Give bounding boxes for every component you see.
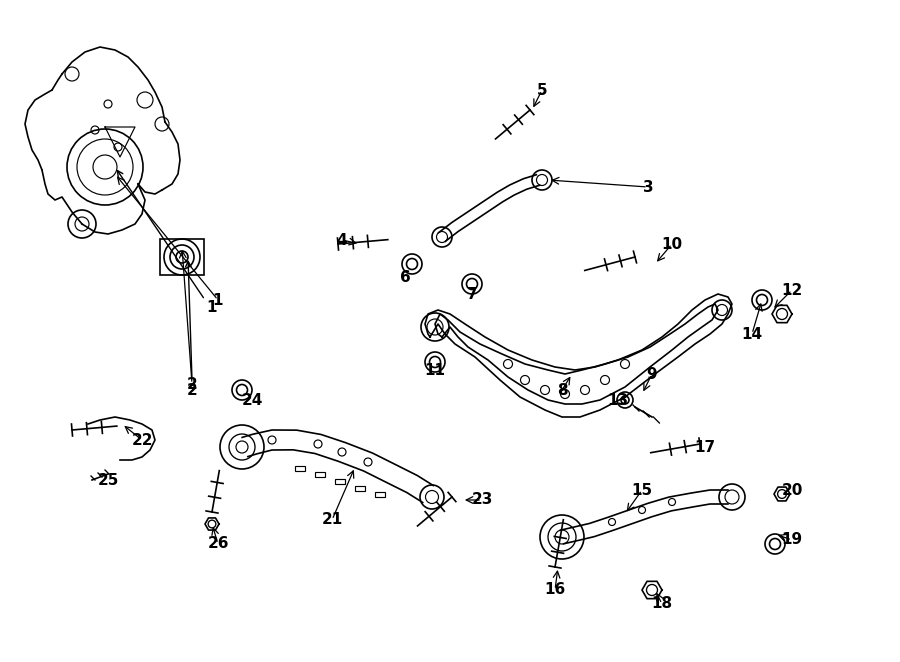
Text: 20: 20: [781, 483, 803, 498]
Text: 24: 24: [241, 393, 263, 408]
Bar: [335, 479, 345, 484]
Text: 2: 2: [186, 383, 197, 397]
Text: 17: 17: [695, 440, 716, 455]
Text: 18: 18: [652, 596, 672, 612]
Text: 25: 25: [97, 473, 119, 487]
Bar: [314, 472, 325, 477]
Text: 13: 13: [608, 393, 628, 408]
Bar: [355, 486, 365, 491]
Text: 3: 3: [643, 179, 653, 195]
Text: 15: 15: [632, 483, 652, 498]
Text: 7: 7: [467, 287, 477, 301]
Text: 1: 1: [212, 293, 223, 308]
Text: 6: 6: [400, 269, 410, 285]
Text: 12: 12: [781, 283, 803, 297]
Text: 26: 26: [207, 536, 229, 551]
Text: 5: 5: [536, 83, 547, 97]
Text: 11: 11: [425, 363, 446, 377]
Text: 1: 1: [207, 299, 217, 314]
Text: 14: 14: [742, 326, 762, 342]
Text: 8: 8: [557, 383, 567, 397]
Text: 22: 22: [131, 432, 153, 448]
Text: 19: 19: [781, 532, 803, 547]
Text: 9: 9: [647, 367, 657, 381]
Text: 10: 10: [662, 236, 682, 252]
Bar: [374, 492, 384, 497]
Text: 23: 23: [472, 493, 492, 508]
Bar: [294, 466, 304, 471]
Text: 2: 2: [186, 377, 197, 391]
Text: 21: 21: [321, 512, 343, 528]
Text: 16: 16: [544, 583, 565, 598]
Text: 4: 4: [337, 232, 347, 248]
